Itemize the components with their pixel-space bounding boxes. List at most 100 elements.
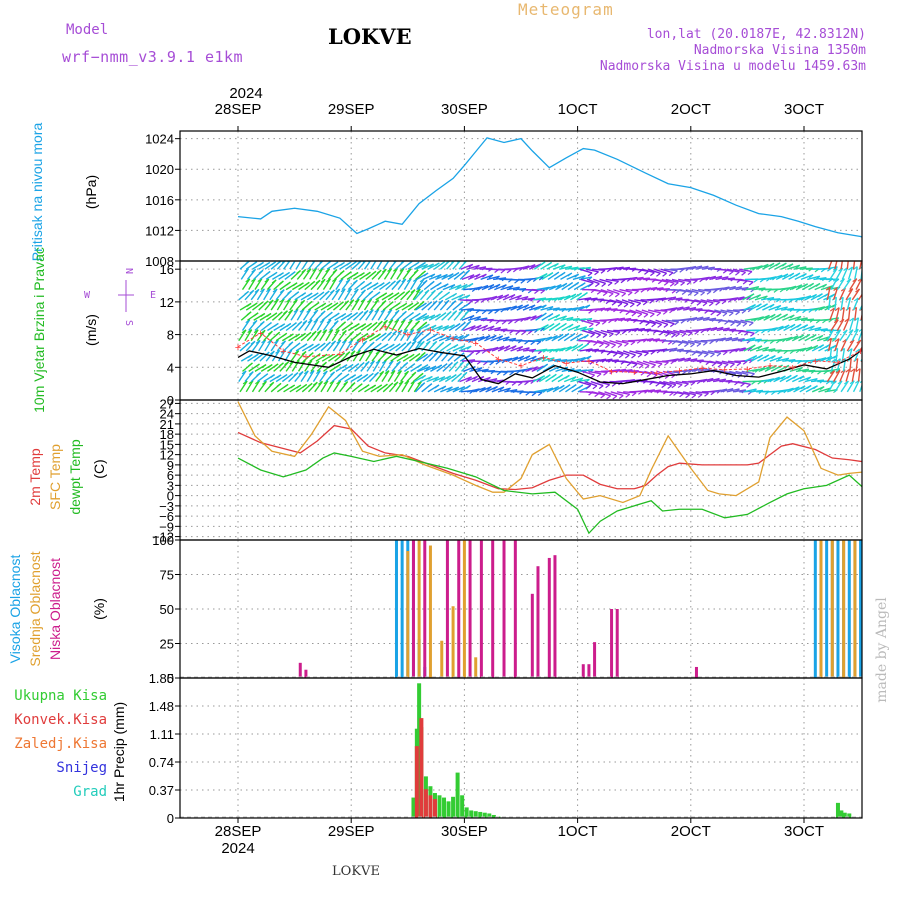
wind-vector-head xyxy=(849,380,855,385)
wind-vector-head xyxy=(489,361,495,366)
wind-vector-head xyxy=(414,302,420,307)
wind-vector-head xyxy=(315,370,321,375)
wind-vector-head xyxy=(441,312,447,317)
wind-vector-head xyxy=(454,386,460,391)
wind-vector-head xyxy=(895,338,899,341)
precip-bar xyxy=(446,801,451,818)
wind-vector-head xyxy=(684,343,689,348)
wind-ytick-label: 4 xyxy=(167,360,174,375)
wind-vector-head xyxy=(431,289,436,294)
wind-vector-head xyxy=(330,371,335,376)
precip-bar xyxy=(411,797,416,818)
wind-vector-head xyxy=(687,332,693,337)
wind-vector xyxy=(416,278,425,291)
wind-vector-head xyxy=(599,343,604,348)
wind-vector-head xyxy=(286,281,291,286)
wind-vector-head xyxy=(388,292,394,297)
wind-vector-head xyxy=(593,341,598,346)
wind-vector-head xyxy=(560,271,566,276)
wind-vector xyxy=(402,268,412,280)
wind-vector xyxy=(866,379,869,392)
wind-vector xyxy=(363,298,373,311)
wind-vector xyxy=(834,338,840,352)
wind-vector-head xyxy=(763,303,768,308)
wind-vector-head xyxy=(368,290,374,295)
wind-vector xyxy=(737,380,751,386)
watermark: made by Angel xyxy=(874,597,890,703)
wind-vector-head xyxy=(377,320,383,325)
wind-vector-head xyxy=(638,364,644,369)
wind-vector-head xyxy=(517,294,522,299)
wind-vector-head xyxy=(297,321,303,326)
wind-vector xyxy=(829,348,833,362)
precip-panel: 00.370.741.111.481.85 xyxy=(149,671,863,826)
wind-vector-head xyxy=(519,355,525,360)
wind-vector xyxy=(619,369,633,373)
wind-vector xyxy=(883,328,885,341)
wind-vector-head xyxy=(424,315,430,320)
wind-vector-head xyxy=(515,330,521,335)
wind-vector-head xyxy=(483,324,488,329)
wind-vector-head xyxy=(431,324,437,329)
wind-vector-head xyxy=(469,315,475,319)
wind-vector-head xyxy=(853,297,859,302)
wind-vector xyxy=(540,305,554,311)
wind-vector-head xyxy=(334,329,340,334)
wind-vector xyxy=(852,379,860,393)
wind-vector xyxy=(529,305,542,311)
wind-vector-head xyxy=(812,294,817,299)
wind-vector xyxy=(839,287,846,301)
wind-vector xyxy=(664,268,678,272)
wind-vector-head xyxy=(875,299,879,302)
gust-marker: + xyxy=(540,352,546,364)
wind-vector-head xyxy=(571,376,577,381)
wind-vector-head xyxy=(786,374,792,379)
wind-vector xyxy=(570,377,584,383)
wind-vector-head xyxy=(325,268,330,273)
wind-vector-head xyxy=(588,323,594,328)
wind-vector xyxy=(871,288,876,300)
wind-vector xyxy=(690,316,704,321)
wind-vector xyxy=(390,267,398,280)
wind-vector-head xyxy=(481,310,487,315)
wind-vector-head xyxy=(741,271,746,276)
gust-marker: + xyxy=(257,328,263,340)
wind-vector xyxy=(872,379,874,392)
wind-vector-head xyxy=(394,309,400,314)
wind-vector-head xyxy=(351,374,357,379)
wind-vector-head xyxy=(873,339,877,342)
wind-vector-head xyxy=(819,386,825,391)
wind-vector-head xyxy=(279,272,284,277)
wind-vector-head xyxy=(611,382,617,387)
wind-vector xyxy=(335,278,344,290)
wind-vector-head xyxy=(396,279,401,284)
wind-vector xyxy=(893,277,895,290)
wind-vector-head xyxy=(384,370,390,375)
wind-vector-head xyxy=(600,269,606,274)
wind-vector-head xyxy=(556,284,562,289)
wind-vector xyxy=(716,286,730,291)
wind-vector-head xyxy=(562,315,567,320)
wind-vector-head xyxy=(583,292,588,297)
wind-vector-head xyxy=(893,349,897,352)
precip-bar xyxy=(491,814,496,818)
wind-vector xyxy=(256,329,266,342)
wind-vector xyxy=(885,258,892,269)
wind-ytick-label: 8 xyxy=(167,328,174,343)
wind-vector xyxy=(827,338,833,352)
wind-vector-head xyxy=(524,304,530,309)
clouds-bar xyxy=(462,540,466,678)
clouds-bar xyxy=(474,657,478,678)
wind-vector-head xyxy=(884,360,888,363)
temperature-series-line xyxy=(237,401,862,504)
wind-vector-head xyxy=(459,361,465,366)
wind-vector-head xyxy=(643,313,649,318)
wind-vector-head xyxy=(548,272,554,277)
wind-vector-head xyxy=(871,267,875,270)
wind-vector-head xyxy=(837,380,843,385)
wind-vector xyxy=(557,294,571,301)
wind-vector-head xyxy=(845,256,849,259)
wind-vector xyxy=(852,339,862,352)
wind-vector xyxy=(781,307,795,311)
gust-marker: + xyxy=(676,366,682,378)
